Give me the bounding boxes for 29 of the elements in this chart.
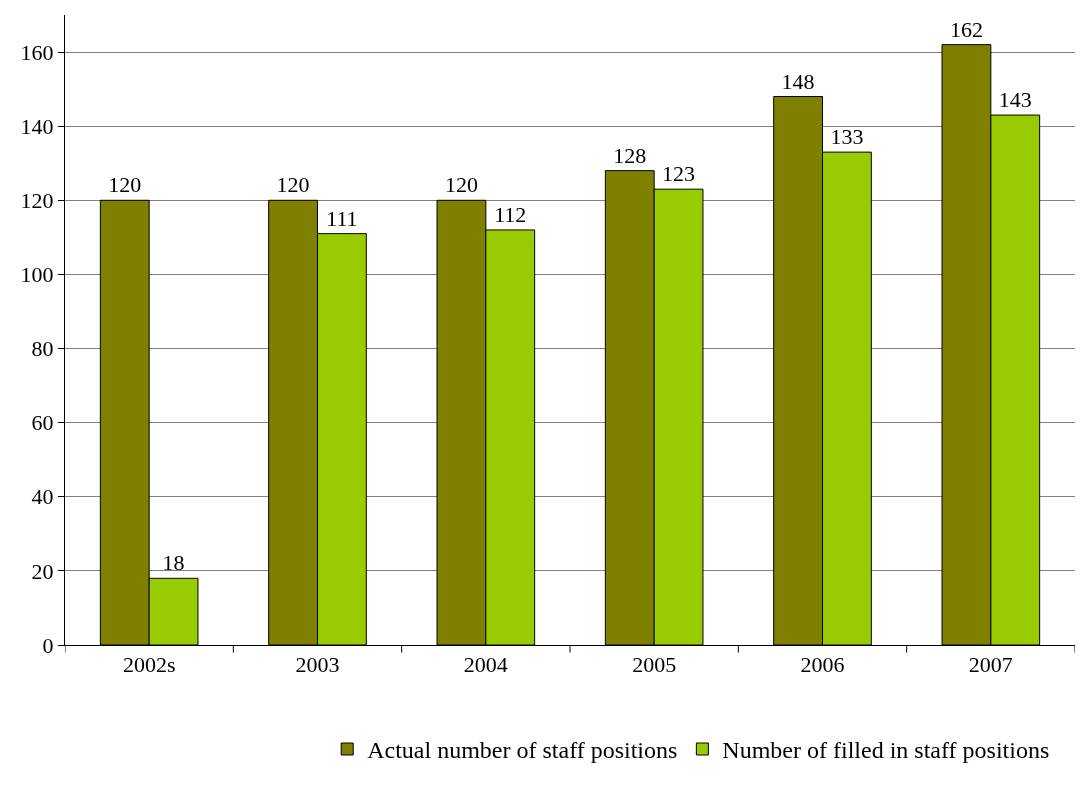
y-tick-label: 40	[31, 484, 54, 510]
data-label: 111	[326, 205, 358, 231]
x-tick-label: 2007	[968, 652, 1013, 678]
legend-label: Number of filled in staff positions	[722, 737, 1050, 764]
data-label: 120	[108, 172, 142, 198]
legend-label: Actual number of staff positions	[367, 737, 678, 764]
y-tick-label: 140	[20, 113, 54, 139]
data-label: 120	[276, 172, 310, 198]
y-tick-label: 120	[20, 187, 54, 213]
x-tick-label: 2003	[295, 652, 340, 678]
y-tick-label: 160	[20, 39, 54, 65]
data-label: 120	[444, 172, 478, 198]
data-label: 112	[494, 201, 527, 227]
x-tick-label: 2004	[463, 652, 508, 678]
y-tick-label: 80	[31, 336, 54, 362]
y-tick-label: 100	[20, 262, 54, 288]
x-tick-label: 2002s	[122, 652, 176, 678]
data-label: 128	[613, 142, 647, 168]
y-tick-label: 0	[42, 632, 54, 658]
x-tick-label: 2005	[632, 652, 677, 678]
y-tick-label: 60	[31, 410, 54, 436]
data-label: 18	[162, 550, 185, 576]
y-tick-label: 20	[31, 558, 54, 584]
data-label: 133	[830, 124, 864, 150]
data-label: 148	[781, 68, 815, 94]
data-label: 143	[998, 87, 1032, 113]
data-label: 123	[662, 161, 696, 187]
x-tick-label: 2006	[800, 652, 845, 678]
data-label: 162	[949, 16, 983, 42]
